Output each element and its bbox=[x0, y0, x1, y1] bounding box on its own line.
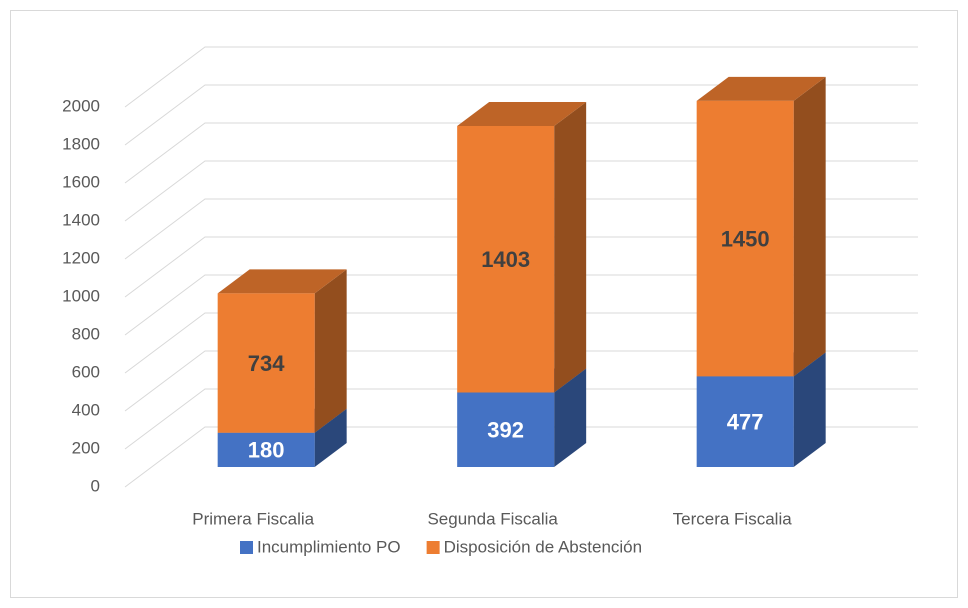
grid-line bbox=[124, 388, 918, 450]
grid-line bbox=[124, 236, 918, 298]
bar-front bbox=[217, 432, 315, 467]
grid-line bbox=[124, 274, 918, 336]
bar-front bbox=[696, 376, 794, 467]
x-tick-label: Tercera Fiscalia bbox=[673, 509, 793, 528]
x-tick-label: Primera Fiscalia bbox=[192, 509, 314, 528]
bar bbox=[696, 76, 826, 377]
legend-label: Incumplimiento PO bbox=[257, 537, 401, 556]
grid-line bbox=[124, 84, 918, 146]
y-tick-label: 0 bbox=[91, 476, 100, 495]
y-tick-label: 1000 bbox=[62, 286, 100, 305]
bar-side bbox=[793, 352, 826, 467]
y-tick-label: 1400 bbox=[62, 210, 100, 229]
y-tick-label: 1800 bbox=[62, 134, 100, 153]
bar bbox=[457, 101, 587, 393]
bar-top bbox=[457, 101, 587, 126]
bar-side bbox=[554, 101, 587, 393]
y-tick-label: 200 bbox=[72, 438, 100, 457]
data-label: 180 bbox=[248, 438, 285, 463]
y-tick-label: 600 bbox=[72, 362, 100, 381]
bar-top bbox=[696, 76, 826, 101]
bar-front bbox=[457, 392, 555, 467]
y-tick-label: 800 bbox=[72, 324, 100, 343]
bar-side bbox=[314, 269, 347, 433]
grid-line bbox=[124, 198, 918, 260]
legend-swatch bbox=[240, 541, 253, 554]
y-tick-label: 2000 bbox=[62, 96, 100, 115]
data-label: 477 bbox=[727, 409, 764, 434]
bar-front bbox=[217, 293, 315, 433]
x-tick-label: Segunda Fiscalia bbox=[427, 509, 558, 528]
y-tick-label: 1200 bbox=[62, 248, 100, 267]
bar-front bbox=[696, 100, 794, 377]
bar-side bbox=[314, 408, 347, 467]
data-label: 1403 bbox=[481, 247, 530, 272]
grid-line bbox=[124, 312, 918, 374]
bar-side bbox=[793, 76, 826, 377]
grid-line bbox=[124, 122, 918, 184]
bar bbox=[217, 269, 347, 433]
grid-line bbox=[124, 160, 918, 222]
bar-front bbox=[457, 125, 555, 393]
bar-top bbox=[217, 269, 347, 294]
y-tick-label: 1600 bbox=[62, 172, 100, 191]
data-label: 392 bbox=[487, 418, 524, 443]
y-tick-label: 400 bbox=[72, 400, 100, 419]
bar-side bbox=[554, 368, 587, 467]
grid-line bbox=[124, 46, 918, 108]
legend-label: Disposición de Abstención bbox=[444, 537, 642, 556]
data-label: 734 bbox=[248, 351, 285, 376]
data-label: 1450 bbox=[721, 226, 770, 251]
grid-line bbox=[124, 426, 918, 488]
grid-line bbox=[124, 350, 918, 412]
legend-swatch bbox=[426, 541, 440, 554]
